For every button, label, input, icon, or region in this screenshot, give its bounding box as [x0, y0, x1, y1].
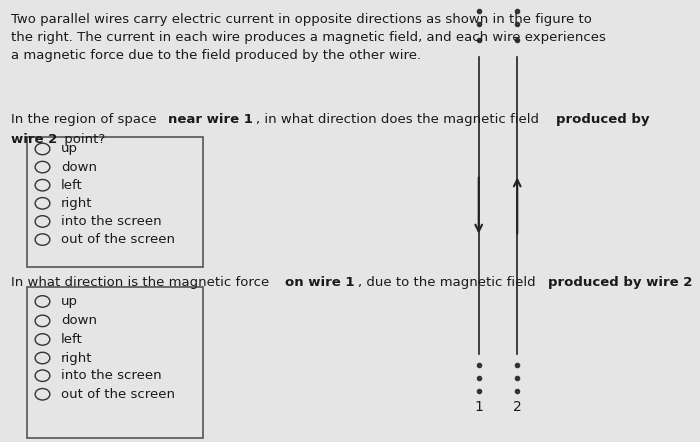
Bar: [27, 137, 203, 267]
Text: ?: ?: [699, 276, 700, 289]
Text: point?: point?: [60, 133, 105, 145]
Text: produced by wire 2: produced by wire 2: [548, 276, 692, 289]
Text: down: down: [61, 160, 97, 174]
Text: , due to the magnetic field: , due to the magnetic field: [358, 276, 540, 289]
Bar: [27, 287, 203, 438]
Text: on wire 1: on wire 1: [286, 276, 355, 289]
Text: into the screen: into the screen: [61, 369, 162, 382]
Text: left: left: [61, 333, 83, 346]
Text: right: right: [61, 197, 92, 210]
Text: In the region of space: In the region of space: [11, 113, 161, 126]
Text: up: up: [61, 142, 78, 156]
Text: produced by: produced by: [556, 113, 650, 126]
Text: into the screen: into the screen: [61, 215, 162, 228]
Text: wire 2: wire 2: [11, 133, 57, 145]
Text: Two parallel wires carry electric current in opposite directions as shown in the: Two parallel wires carry electric curren…: [11, 13, 606, 62]
Text: , in what direction does the magnetic field: , in what direction does the magnetic fi…: [256, 113, 544, 126]
Text: out of the screen: out of the screen: [61, 388, 175, 401]
Text: In what direction is the magnetic force: In what direction is the magnetic force: [11, 276, 274, 289]
Text: 2: 2: [513, 400, 522, 414]
Text: near wire 1: near wire 1: [168, 113, 253, 126]
Text: 1: 1: [475, 400, 483, 414]
Text: left: left: [61, 179, 83, 192]
Text: out of the screen: out of the screen: [61, 233, 175, 246]
Text: up: up: [61, 295, 78, 308]
Text: down: down: [61, 314, 97, 328]
Text: right: right: [61, 351, 92, 365]
